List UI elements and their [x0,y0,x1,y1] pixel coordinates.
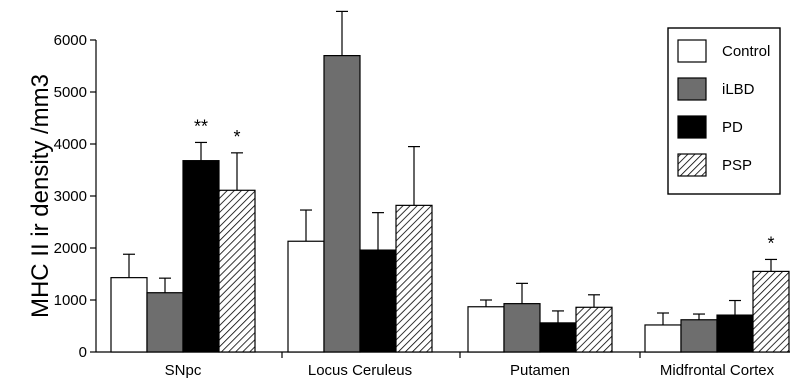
bar-control-1 [287,240,325,353]
significance-marker: * [767,233,774,253]
bar-ilbd-3 [680,319,718,353]
y-tick-label: 1000 [54,292,87,309]
bar-pd-2 [539,322,577,353]
y-tick-label: 6000 [54,32,87,49]
bar-pd-0 [182,160,220,353]
bar-control-2 [467,306,505,353]
significance-marker: * [338,0,345,5]
x-category-label: Midfrontal Cortex [660,362,775,379]
bar-control-0 [110,277,148,353]
y-axis-title: MHC II ir density /mm3 [27,74,54,318]
x-category-label: Putamen [510,362,570,379]
significance-marker: * [233,127,240,147]
bar-pd-1 [359,249,397,353]
bar-ilbd-0 [146,292,184,353]
bar-ilbd-2 [503,303,541,353]
bar-psp-2 [575,306,613,353]
y-tick-label: 2000 [54,240,87,257]
bar-psp-0 [218,189,256,353]
bar-ilbd-1 [323,54,361,353]
bar-pd-3 [716,314,754,353]
legend-label-control: Control [722,43,770,60]
legend-label-ilbd: iLBD [722,81,755,98]
legend-swatch-ilbd [677,77,707,101]
y-tick-label: 4000 [54,136,87,153]
significance-marker: ** [194,116,208,136]
y-tick-label: 5000 [54,84,87,101]
x-category-label: SNpc [165,362,202,379]
legend-swatch-pd [677,115,707,139]
y-tick-label: 3000 [54,188,87,205]
legend-label-psp: PSP [722,157,752,174]
legend-swatch-control [677,39,707,63]
legend-label-pd: PD [722,119,743,136]
bar-psp-3 [752,270,790,353]
legend: Control iLBD PD PSP [667,27,781,195]
y-tick-label: 0 [79,344,87,361]
legend-swatch-psp [677,153,707,177]
x-category-label: Locus Ceruleus [308,362,412,379]
bar-psp-1 [395,204,433,353]
bar-control-3 [644,324,682,353]
